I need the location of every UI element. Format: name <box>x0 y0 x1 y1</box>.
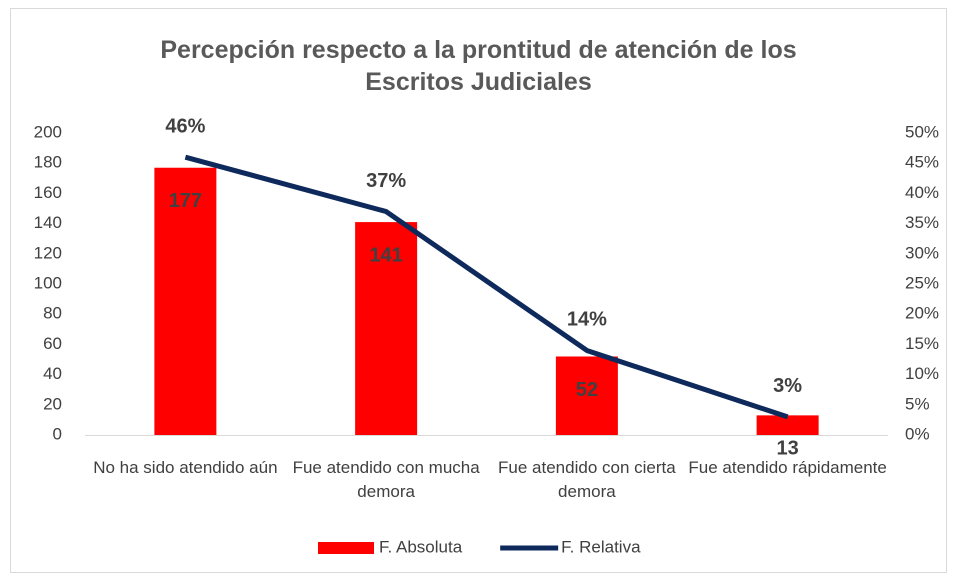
chart-border <box>10 8 947 573</box>
y2-tick-label: 25% <box>905 273 939 292</box>
bar-value-label: 177 <box>169 190 202 212</box>
y2-tick-label: 5% <box>905 394 930 413</box>
bar-value-label: 52 <box>576 379 598 401</box>
line-value-label: 37% <box>366 170 406 192</box>
x-tick-label: Fue atendido con cierta demora <box>498 458 676 501</box>
y2-tick-label: 15% <box>905 334 939 353</box>
bar-value-label: 13 <box>777 438 799 460</box>
line-value-label: 3% <box>773 375 802 397</box>
y2-tick-label: 0% <box>905 424 930 443</box>
line <box>184 154 789 420</box>
y-tick-label: 0 <box>53 424 62 443</box>
y2-tick-label: 35% <box>905 213 939 232</box>
y-tick-label: 160 <box>34 183 62 202</box>
y-tick-label: 20 <box>43 394 62 413</box>
line-value-label: 14% <box>567 309 607 331</box>
y2-tick-label: 50% <box>905 122 939 141</box>
bar-value-label: 141 <box>369 244 402 266</box>
chart-title: Percepción respecto a la prontitud de at… <box>160 36 797 96</box>
y-tick-label: 80 <box>43 304 62 323</box>
y-tick-label: 100 <box>34 273 62 292</box>
line-value-label: 46% <box>165 115 205 137</box>
y-tick-label: 180 <box>34 153 62 172</box>
y2-tick-label: 30% <box>905 243 939 262</box>
bar <box>355 222 418 435</box>
y2-tick-label: 40% <box>905 183 939 202</box>
y2-tick-label: 20% <box>905 304 939 323</box>
y-tick-label: 40 <box>43 364 62 383</box>
legend-swatch <box>318 542 374 554</box>
y-tick-label: 120 <box>34 243 62 262</box>
bar <box>756 415 819 435</box>
y-tick-label: 140 <box>34 213 62 232</box>
y-tick-label: 200 <box>34 122 62 141</box>
legend-label: F. Relativa <box>561 537 641 556</box>
bar <box>555 356 618 435</box>
x-tick-label: Fue atendido con mucha demora <box>292 458 480 501</box>
bar <box>154 167 217 436</box>
legend-label: F. Absoluta <box>379 537 463 556</box>
y2-tick-label: 10% <box>905 364 939 383</box>
y-tick-label: 60 <box>43 334 62 353</box>
y2-tick-label: 45% <box>905 153 939 172</box>
x-tick-label: Fue atendido rápidamente <box>688 458 887 477</box>
x-tick-label: No ha sido atendido aún <box>93 458 278 477</box>
